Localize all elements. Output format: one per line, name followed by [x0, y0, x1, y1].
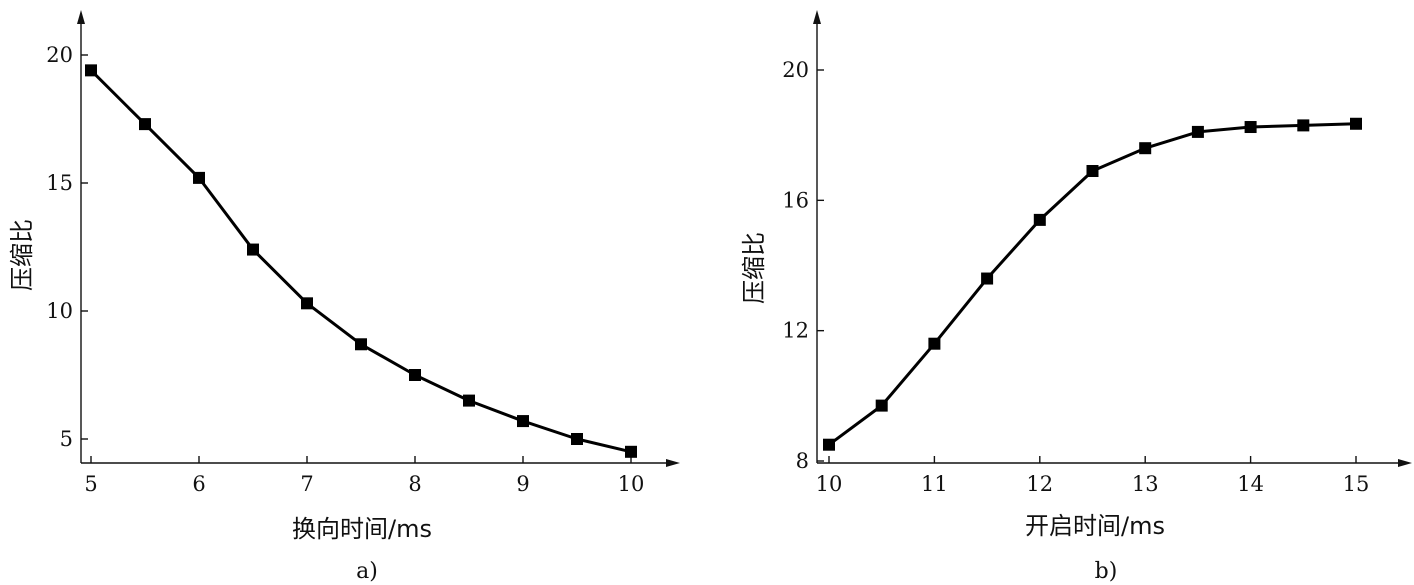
x-axis-arrow-a [666, 459, 680, 467]
series-markers-b [823, 117, 1362, 451]
data-point [463, 394, 475, 407]
data-point [1086, 165, 1099, 178]
chart-panel-a: 5 10 15 20 5 6 7 8 9 10 换向时间/ms 压缩比 a) [8, 10, 680, 584]
x-tick-label: 5 [84, 472, 97, 496]
data-point [85, 64, 97, 77]
data-point [875, 399, 888, 412]
x-tick-label: 9 [516, 472, 529, 496]
y-axis-arrow-b [813, 10, 821, 24]
x-axis-label-b: 开启时间/ms [1025, 512, 1165, 540]
caption-b: b) [1095, 559, 1118, 584]
data-point [1350, 117, 1362, 130]
data-point [517, 415, 529, 428]
data-point [928, 337, 941, 350]
x-tick-label: 14 [1237, 472, 1264, 496]
data-point [1139, 142, 1152, 155]
x-axis-arrow-b [1398, 459, 1412, 467]
y-tick-label: 20 [782, 58, 809, 82]
data-point [625, 445, 637, 458]
x-axis-label-a: 换向时间/ms [292, 515, 432, 543]
data-point [1244, 121, 1257, 134]
y-tick-label: 12 [782, 319, 809, 343]
x-tick-label: 15 [1343, 472, 1370, 496]
y-tick-label: 5 [60, 427, 73, 451]
data-point [247, 243, 259, 256]
series-markers-a [85, 64, 637, 458]
x-tick-label: 11 [921, 472, 948, 496]
x-tick-label: 10 [618, 472, 645, 496]
x-ticks-a: 5 6 7 8 9 10 [84, 456, 644, 496]
series-line-a [89, 68, 633, 454]
chart-panel-b: 8 12 16 20 10 11 12 13 14 15 开启时间/ms 压缩比 b) [740, 10, 1412, 584]
data-point [409, 369, 421, 381]
data-point [193, 171, 205, 184]
y-tick-label: 20 [46, 43, 73, 67]
y-tick-label: 8 [796, 449, 809, 473]
y-axis-label-a: 压缩比 [8, 219, 36, 291]
x-tick-label: 12 [1026, 472, 1053, 496]
x-ticks-b: 10 11 12 13 14 15 [816, 456, 1370, 496]
x-tick-label: 6 [192, 472, 205, 496]
data-point [1191, 125, 1204, 138]
data-point [571, 433, 583, 445]
y-axis-arrow-a [77, 10, 85, 24]
x-tick-label: 7 [300, 472, 313, 496]
data-point [823, 438, 835, 451]
data-point [139, 118, 151, 131]
x-tick-label: 10 [816, 472, 843, 496]
data-point [301, 297, 313, 310]
data-point [1033, 213, 1046, 226]
y-tick-label: 16 [782, 188, 809, 212]
data-point [355, 338, 367, 351]
caption-a: a) [356, 559, 378, 584]
y-tick-label: 10 [46, 299, 73, 323]
x-tick-label: 13 [1132, 472, 1159, 496]
y-ticks-b: 8 12 16 20 [782, 58, 824, 473]
x-tick-label: 8 [408, 472, 421, 496]
y-ticks-a: 5 10 15 20 [46, 43, 88, 451]
data-point [1297, 119, 1310, 132]
y-tick-label: 15 [46, 171, 73, 195]
data-point [981, 272, 994, 285]
y-axis-label-b: 压缩比 [740, 232, 768, 304]
